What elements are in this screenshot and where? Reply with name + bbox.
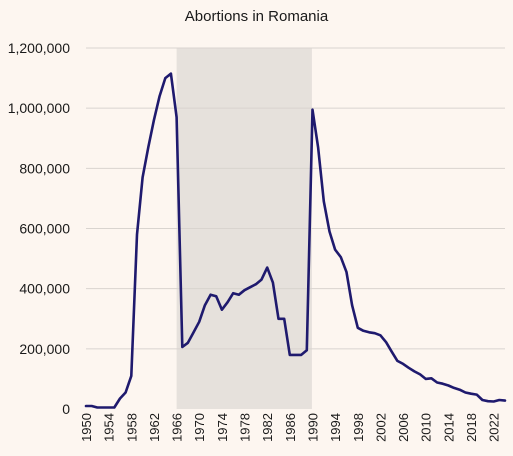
- series-line: [84, 72, 507, 409]
- x-tick-label: 1970: [192, 413, 207, 442]
- x-tick-label: 2014: [441, 413, 456, 442]
- x-tick-label: 1994: [328, 413, 343, 442]
- x-tick-label: 2010: [419, 413, 434, 442]
- x-tick-label: 1954: [102, 413, 117, 442]
- x-tick-label: 1966: [170, 413, 185, 442]
- y-tick-label: 400,000: [19, 281, 70, 297]
- x-tick-label: 1958: [124, 413, 139, 442]
- x-tick-label: 1982: [260, 413, 275, 442]
- y-tick-label: 1,200,000: [8, 40, 70, 56]
- y-tick-label: 0: [62, 401, 70, 417]
- y-tick-label: 800,000: [19, 160, 70, 176]
- x-tick-label: 1998: [351, 413, 366, 442]
- x-tick-label: 1978: [238, 413, 253, 442]
- x-tick-label: 2002: [373, 413, 388, 442]
- x-tick-label: 1950: [79, 413, 94, 442]
- x-tick-label: 2018: [464, 413, 479, 442]
- y-tick-label: 600,000: [19, 221, 70, 237]
- x-tick-label: 2022: [487, 413, 502, 442]
- x-tick-label: 1990: [305, 413, 320, 442]
- y-tick-label: 1,000,000: [8, 100, 70, 116]
- x-tick-label: 1962: [147, 413, 162, 442]
- chart-title: Abortions in Romania: [184, 8, 329, 25]
- x-tick-label: 2006: [396, 413, 411, 442]
- y-tick-label: 200,000: [19, 341, 70, 357]
- x-tick-label: 1986: [283, 413, 298, 442]
- x-tick-label: 1974: [215, 413, 230, 442]
